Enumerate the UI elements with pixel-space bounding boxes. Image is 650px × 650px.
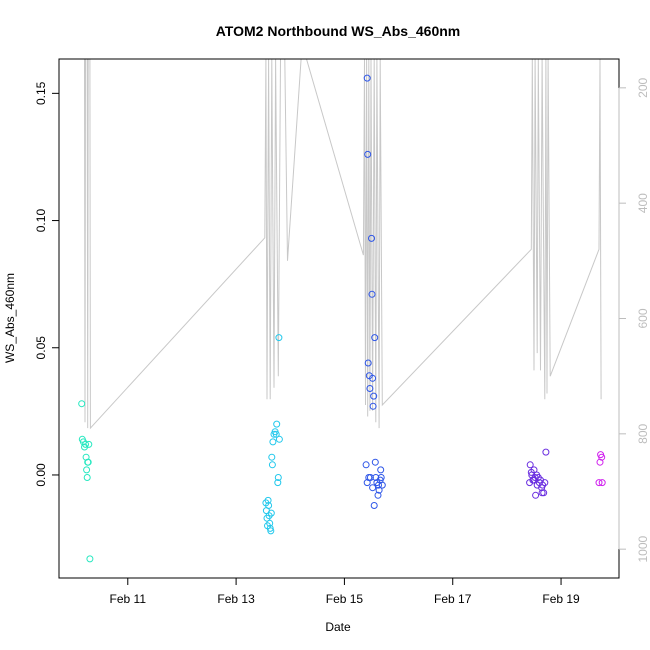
x-tick-label: Feb 15 [326,592,364,606]
data-point-group-1-9 [84,458,92,466]
data-point-group-3-8 [368,290,376,298]
data-point-group-3-2 [364,150,372,158]
y-axis-left: 0.00 0.05 0.10 0.15 [34,81,60,487]
data-point-group-1-0 [78,400,86,408]
chart-title: ATOM2 Northbound WS_Abs_460nm [216,23,461,39]
x-tick-label: Feb 19 [542,592,580,606]
data-point-group-2-10 [267,509,275,517]
right-tick-label: 200 [636,78,650,98]
data-point-group-2-5 [265,502,273,509]
y-axis-label: WS_Abs_460nm [3,273,17,363]
data-point-group-2-13 [269,438,277,446]
data-point-group-4-1 [526,461,534,469]
data-point-group-3-19 [375,486,383,494]
y-tick-label: 0.05 [34,336,48,360]
data-point-group-2-9 [267,527,275,535]
data-point-group-4-17 [541,479,549,487]
y-axis-right: 200 400 600 800 1000 [618,78,650,563]
data-point-group-3-25 [365,474,373,481]
data-point-group-1-4 [82,440,89,448]
data-point-group-4-19 [530,476,538,484]
data-point-group-5-0 [595,479,603,487]
data-point-group-3-9 [369,374,377,382]
y-tick-label: 0.00 [34,463,48,487]
right-tick-label: 400 [636,193,650,213]
data-point-group-2-18 [274,479,282,487]
x-tick-label: Feb 17 [434,592,472,606]
data-point-group-1-6 [83,466,91,474]
data-point-group-3-0 [362,461,370,469]
data-point-group-3-7 [368,234,375,242]
data-point-group-3-5 [366,385,374,392]
secondary-line-layer [84,59,602,430]
data-point-group-1-7 [83,474,91,481]
data-point-group-3-3 [364,359,372,367]
data-point-group-1-10 [85,440,93,448]
x-axis-label: Date [325,620,351,634]
data-point-group-3-21 [377,466,385,474]
data-point-group-3-26 [369,484,377,492]
data-point-group-2-17 [273,420,281,428]
data-point-group-3-10 [369,402,377,410]
data-point-group-5-4 [598,479,606,487]
data-point-group-2-7 [266,519,274,527]
y-tick-label: 0.15 [34,81,48,105]
data-point-group-5-1 [596,458,604,466]
data-point-group-2-4 [264,496,272,504]
data-point-group-3-23 [378,481,386,489]
data-point-group-3-17 [374,491,382,499]
data-point-group-1-11 [86,555,94,563]
right-tick-label: 600 [636,308,650,328]
y-tick-label: 0.10 [34,209,48,233]
data-point-group-3-22 [377,474,385,481]
x-tick-label: Feb 13 [217,592,255,606]
data-point-group-3-1 [363,74,371,82]
data-point-group-2-21 [275,435,283,443]
x-tick-label: Feb 11 [110,592,147,606]
secondary-series-line [84,59,602,430]
data-point-group-3-12 [370,502,378,509]
data-point-group-3-11 [370,392,378,400]
x-axis: Feb 11 Feb 13 Feb 15 Feb 17 Feb 19 [110,577,580,606]
data-point-group-4-7 [532,491,540,499]
data-point-group-2-12 [268,461,276,469]
right-tick-label: 800 [636,424,650,444]
data-point-group-2-20 [275,334,283,342]
right-tick-label: 1000 [636,535,650,562]
data-point-group-4-16 [540,489,548,497]
data-point-group-2-11 [268,453,276,461]
data-point-group-4-18 [542,448,550,456]
data-point-group-3-13 [371,334,379,342]
data-point-group-2-19 [274,474,282,481]
data-point-group-5-3 [598,453,606,461]
data-point-group-2-16 [272,430,280,438]
data-point-group-3-18 [375,481,382,489]
data-point-group-3-14 [371,458,379,466]
scatter-points-layer [78,74,606,563]
